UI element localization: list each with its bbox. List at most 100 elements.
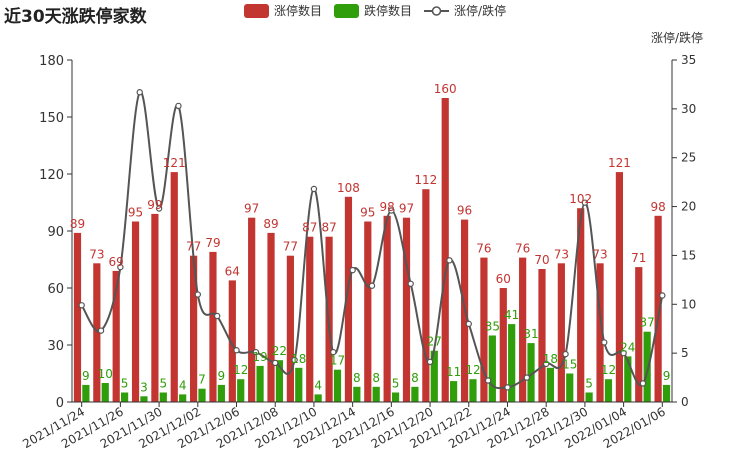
bar-limit-up-value-label: 64	[225, 264, 240, 278]
bar-limit-down-value-label: 11	[446, 365, 461, 379]
ratio-point	[542, 360, 550, 368]
bar-limit-up-value-label: 77	[283, 240, 298, 254]
ratio-point	[407, 280, 414, 287]
bar-limit-down-value-label: 35	[485, 320, 500, 334]
bar-limit-up	[131, 221, 140, 402]
bar-limit-up-value-label: 70	[534, 253, 549, 267]
y-right-tick-label: 30	[681, 102, 696, 116]
y-right-tick-label: 15	[681, 248, 696, 262]
bar-limit-down-value-label: 10	[98, 367, 113, 381]
y-left-tick-label: 120	[39, 168, 64, 183]
bar-limit-down	[82, 384, 90, 402]
ratio-point	[330, 348, 337, 356]
bar-limit-up	[402, 217, 411, 402]
bar-limit-down-value-label: 24	[620, 340, 635, 354]
bar-limit-down	[159, 392, 167, 402]
bar-limit-down-value-label: 18	[291, 352, 306, 366]
bar-limit-up	[557, 263, 565, 402]
y-right-axis-name: 涨停/跌停	[651, 30, 703, 45]
bar-limit-up	[538, 269, 546, 402]
bar-limit-down	[140, 396, 148, 402]
bar-limit-down	[604, 379, 613, 402]
bar-limit-down	[237, 379, 245, 402]
bar-limit-up	[654, 215, 662, 402]
y-left-tick-label: 60	[47, 282, 64, 297]
bar-limit-down	[508, 324, 516, 402]
bar-limit-up	[112, 270, 120, 402]
ratio-point	[233, 347, 240, 354]
bar-limit-down-value-label: 9	[82, 369, 90, 383]
ratio-point	[136, 89, 143, 96]
ratio-point	[523, 374, 531, 381]
bar-limit-down-value-label: 5	[392, 377, 400, 391]
ratio-point	[117, 263, 124, 271]
bar-limit-up	[499, 288, 507, 402]
bar-limit-down	[391, 392, 400, 402]
bar-limit-down	[295, 367, 303, 402]
ratio-point	[194, 291, 202, 298]
bar-limit-up-value-label: 98	[380, 200, 395, 214]
ratio-point	[504, 384, 511, 391]
bar-limit-up-value-label: 89	[263, 217, 278, 231]
bar-limit-up	[635, 267, 643, 402]
ratio-point	[601, 339, 608, 346]
bar-limit-down	[469, 379, 477, 402]
bar-limit-up	[286, 255, 294, 402]
ratio-point	[484, 377, 492, 384]
bar-limit-up-value-label: 121	[163, 156, 186, 170]
bar-limit-up-value-label: 112	[414, 173, 437, 187]
bar-limit-down	[314, 394, 322, 402]
ratio-point	[97, 327, 105, 334]
ratio-point	[562, 350, 569, 358]
legend-item-limit-up[interactable]: 涨停数目	[244, 2, 322, 19]
bar-limit-down-value-label: 41	[504, 308, 519, 322]
bar-limit-up-value-label: 79	[205, 236, 220, 250]
bar-limit-up-value-label: 87	[321, 221, 336, 235]
y-right-tick-label: 5	[681, 346, 689, 360]
y-right-tick-label: 10	[681, 297, 696, 311]
y-left-tick-label: 0	[56, 396, 64, 411]
ratio-point	[446, 257, 453, 264]
bar-limit-down-value-label: 8	[353, 371, 361, 385]
ratio-point	[78, 302, 85, 309]
bar-limit-down-value-label: 19	[252, 350, 267, 364]
bar-limit-down-value-label: 12	[601, 363, 616, 377]
legend-item-limit-down[interactable]: 跌停数目	[334, 2, 412, 19]
ratio-point	[639, 380, 647, 387]
chart-title: 近30天涨跌停家数	[4, 7, 147, 27]
bar-limit-up-value-label: 95	[360, 206, 375, 220]
bar-limit-up-value-label: 87	[302, 221, 317, 235]
ratio-point	[388, 207, 395, 214]
bar-limit-down	[643, 331, 651, 402]
bar-limit-up-value-label: 73	[592, 247, 607, 261]
ratio-point	[213, 312, 221, 320]
bar-limit-up	[151, 213, 159, 402]
legend-item-ratio[interactable]: 涨停/跌停	[424, 2, 506, 19]
bar-limit-up	[383, 215, 391, 402]
legend-label-ratio: 涨停/跌停	[454, 4, 507, 18]
bar-limit-up-value-label: 95	[128, 206, 143, 220]
bar-limit-up-value-label: 97	[244, 202, 259, 216]
bar-limit-down	[488, 335, 496, 402]
ratio-point	[349, 266, 356, 274]
ratio-point	[659, 292, 666, 299]
bar-limit-down	[372, 386, 380, 402]
bar-limit-down-value-label: 5	[121, 377, 129, 391]
bar-limit-up-value-label: 99	[147, 198, 162, 212]
y-right-tick-label: 25	[681, 151, 696, 165]
bar-limit-down-value-label: 7	[198, 373, 206, 387]
bar-limit-down	[120, 392, 129, 402]
ratio-point	[465, 320, 472, 328]
y-right-tick-label: 0	[681, 395, 689, 409]
legend-swatch-limit-up	[244, 3, 269, 18]
bar-limit-down-value-label: 9	[663, 369, 671, 383]
bar-limit-up	[228, 280, 236, 402]
bar-limit-down	[411, 386, 419, 402]
bar-limit-up	[615, 172, 624, 402]
bar-limit-up	[364, 221, 372, 402]
bar-limit-down	[585, 392, 593, 402]
bar-limit-down-value-label: 18	[543, 352, 558, 366]
bar-limit-up	[267, 232, 275, 402]
bar-limit-down-value-label: 8	[411, 371, 419, 385]
bar-limit-up	[190, 255, 198, 402]
